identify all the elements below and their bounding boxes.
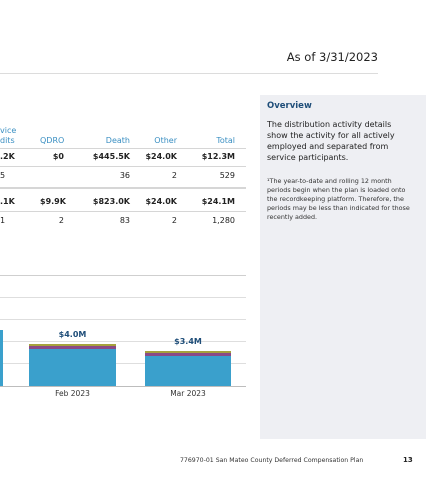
chart-bar-segment [145, 356, 231, 386]
footer-plan-name: 776970-01 San Mateo County Deferred Comp… [180, 457, 364, 464]
chart-gridline [0, 275, 246, 276]
chart-gridline [0, 363, 246, 364]
table-cell: $445.5K [92, 152, 130, 161]
chart-baseline [0, 386, 246, 387]
x-tick-label: Feb 2023 [55, 389, 90, 398]
table-cell: 2 [58, 216, 64, 225]
overview-title: Overview [267, 101, 312, 111]
table-cell-partial: .1K [0, 197, 15, 206]
table-header-partial-2: dits [0, 136, 15, 145]
table-header-divider [0, 148, 246, 149]
chart-bar-segment [29, 349, 116, 386]
as-of-date: As of 3/31/2023 [286, 50, 378, 64]
chart-bar-segment [145, 351, 231, 353]
table-cell: $823.0K [92, 197, 130, 206]
chart-gridline [0, 319, 246, 320]
table-cell: $24.1M [201, 197, 235, 206]
table-cell: 2 [171, 216, 177, 225]
table-row-divider [0, 211, 246, 212]
table-cell: 1,280 [212, 216, 235, 225]
table-cell: 529 [219, 171, 235, 180]
chart-bar-segment [29, 344, 116, 346]
table-cell: $24.0K [145, 197, 177, 206]
overview-panel: Overview The distribution activity detai… [260, 95, 426, 439]
overview-body: The distribution activity details show t… [267, 120, 395, 162]
col-header-death: Death [105, 136, 130, 145]
table-section-divider [0, 187, 246, 189]
header-divider [0, 73, 378, 74]
table-header-partial-1: vice [0, 126, 17, 135]
col-header-other: Other [154, 136, 177, 145]
chart-gridline [0, 341, 246, 342]
chart-bar-segment [145, 353, 231, 356]
table-cell: 36 [119, 171, 130, 180]
table-cell: $0 [52, 152, 64, 161]
table-row-divider [0, 166, 246, 167]
x-tick-label: Mar 2023 [170, 389, 206, 398]
table-cell-partial: 5 [0, 171, 6, 180]
table-cell: 2 [171, 171, 177, 180]
chart-gridline [0, 297, 246, 298]
table-cell: $9.9K [40, 197, 66, 206]
table-cell-partial: 1 [0, 216, 6, 225]
bar-total-label: $3.4M [174, 337, 202, 346]
chart-bar-partial [0, 330, 3, 386]
bar-total-label: $4.0M [58, 330, 87, 339]
table-cell: $24.0K [145, 152, 177, 161]
table-cell: $12.3M [201, 152, 235, 161]
table-cell: 83 [119, 216, 130, 225]
col-header-total: Total [216, 136, 235, 145]
col-header-qdro: QDRO [40, 136, 65, 145]
overview-footnote: ¹The year-to-date and rolling 12 month p… [267, 177, 410, 221]
page-number: 13 [403, 456, 413, 464]
chart-bar-segment [29, 346, 116, 349]
table-cell-partial: .2K [0, 152, 15, 161]
